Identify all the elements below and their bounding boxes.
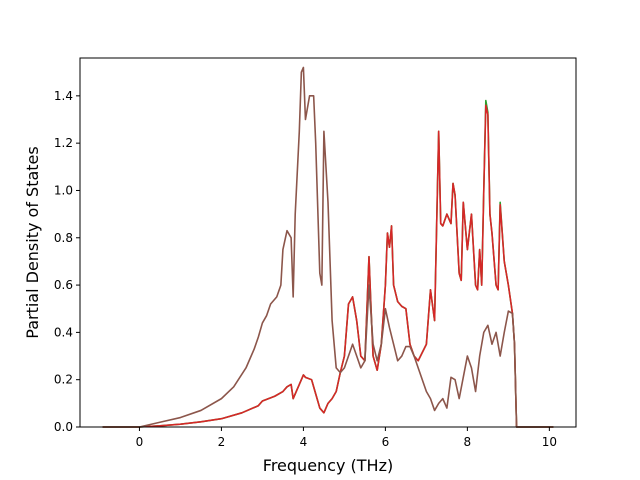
x-axis: 0 2 4 6 8 10 [136,427,557,449]
x-tick-label: 0 [136,435,144,449]
y-axis: 0.0 0.2 0.4 0.6 0.8 1.0 1.2 1.4 [54,89,80,434]
y-tick-label: 1.2 [54,136,73,150]
series-layer [102,66,554,428]
y-tick-label: 0.0 [54,420,73,434]
y-tick-label: 0.2 [54,373,73,387]
y-tick-label: 1.4 [54,89,73,103]
y-tick-label: 1.0 [54,183,73,197]
y-tick-label: 0.6 [54,278,73,292]
plot-frame [79,57,577,428]
x-tick-label: 6 [382,435,390,449]
x-tick-label: 2 [218,435,226,449]
series-line-2 [102,66,554,428]
series-line-1 [102,104,554,428]
y-axis-label: Partial Density of States [23,146,42,338]
y-tick-label: 0.8 [54,231,73,245]
x-axis-label: Frequency (THz) [263,456,393,475]
y-tick-label: 0.4 [54,325,73,339]
x-tick-label: 8 [464,435,472,449]
x-tick-label: 4 [300,435,308,449]
x-tick-label: 10 [542,435,557,449]
